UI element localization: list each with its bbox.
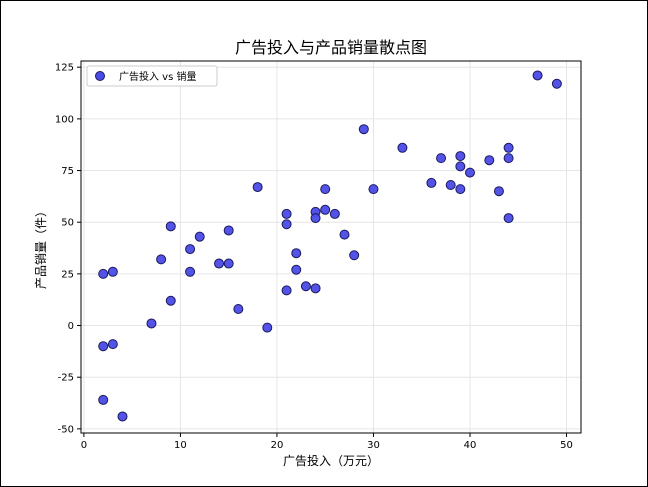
x-tick-label: 0 bbox=[81, 440, 87, 451]
y-tick-label: 0 bbox=[68, 321, 74, 332]
y-tick-label: 25 bbox=[61, 269, 74, 280]
data-point bbox=[455, 161, 466, 172]
data-point bbox=[310, 283, 321, 294]
data-points bbox=[98, 70, 562, 422]
axis-ticks: 0 10 20 30 40 50 -50 -25 0 25 50 75 100 125 bbox=[55, 63, 573, 451]
x-tick-label: 50 bbox=[560, 440, 573, 451]
data-point bbox=[146, 318, 157, 329]
data-point bbox=[194, 231, 205, 242]
data-point bbox=[339, 229, 350, 240]
data-point bbox=[310, 213, 321, 224]
data-point bbox=[165, 295, 176, 306]
data-point bbox=[455, 184, 466, 195]
data-point bbox=[107, 266, 118, 277]
chart-title: 广告投入与产品销量散点图 bbox=[235, 38, 427, 57]
data-point bbox=[233, 304, 244, 314]
data-point bbox=[329, 208, 340, 219]
x-tick-label: 40 bbox=[464, 440, 477, 451]
data-point bbox=[503, 153, 514, 164]
y-axis-label: 产品销量（件） bbox=[34, 205, 48, 289]
x-axis-label: 广告投入（万元） bbox=[283, 453, 379, 468]
plot-area bbox=[80, 60, 582, 434]
y-tick-label: 125 bbox=[55, 63, 74, 74]
data-point bbox=[281, 285, 292, 296]
data-point bbox=[532, 70, 543, 81]
y-tick-label: 50 bbox=[61, 218, 74, 229]
data-point bbox=[185, 244, 196, 255]
data-point bbox=[156, 254, 167, 265]
y-tick-label: -25 bbox=[58, 373, 74, 384]
data-point bbox=[300, 281, 311, 292]
x-tick-label: 10 bbox=[174, 440, 187, 451]
data-point bbox=[358, 124, 369, 135]
data-point bbox=[426, 177, 437, 188]
legend-box bbox=[86, 65, 218, 87]
data-point bbox=[98, 394, 109, 405]
data-point bbox=[349, 250, 360, 261]
data-point bbox=[262, 322, 273, 333]
data-point bbox=[551, 78, 562, 89]
x-tick-label: 30 bbox=[367, 440, 380, 451]
data-point bbox=[445, 180, 456, 190]
data-point bbox=[223, 258, 234, 269]
data-point bbox=[291, 264, 302, 275]
x-tick-label: 20 bbox=[271, 440, 284, 451]
y-tick-label: 75 bbox=[61, 166, 74, 177]
data-point bbox=[98, 341, 109, 352]
legend-marker-icon bbox=[95, 71, 105, 81]
data-point bbox=[223, 225, 234, 236]
data-point bbox=[252, 182, 263, 193]
data-point bbox=[397, 142, 408, 153]
data-point bbox=[493, 186, 504, 197]
legend-label: 广告投入 vs 销量 bbox=[119, 70, 197, 83]
data-point bbox=[98, 268, 109, 279]
data-point bbox=[503, 213, 514, 224]
data-point bbox=[484, 155, 495, 166]
y-tick-label: 100 bbox=[55, 114, 74, 125]
legend: 广告投入 vs 销量 bbox=[86, 65, 218, 87]
y-tick-label: -50 bbox=[58, 424, 74, 435]
data-point bbox=[291, 248, 302, 259]
data-point bbox=[464, 167, 475, 178]
data-point bbox=[107, 339, 118, 350]
data-point bbox=[117, 411, 128, 422]
data-point bbox=[320, 204, 331, 215]
data-point bbox=[368, 184, 379, 195]
data-point bbox=[165, 221, 176, 232]
data-point bbox=[455, 151, 466, 162]
data-point bbox=[281, 208, 292, 219]
data-point bbox=[436, 153, 447, 164]
data-point bbox=[214, 258, 225, 269]
data-point bbox=[185, 266, 196, 277]
data-point bbox=[281, 219, 292, 230]
data-point bbox=[320, 184, 331, 195]
grid-layer bbox=[81, 61, 581, 433]
data-point bbox=[503, 142, 514, 153]
